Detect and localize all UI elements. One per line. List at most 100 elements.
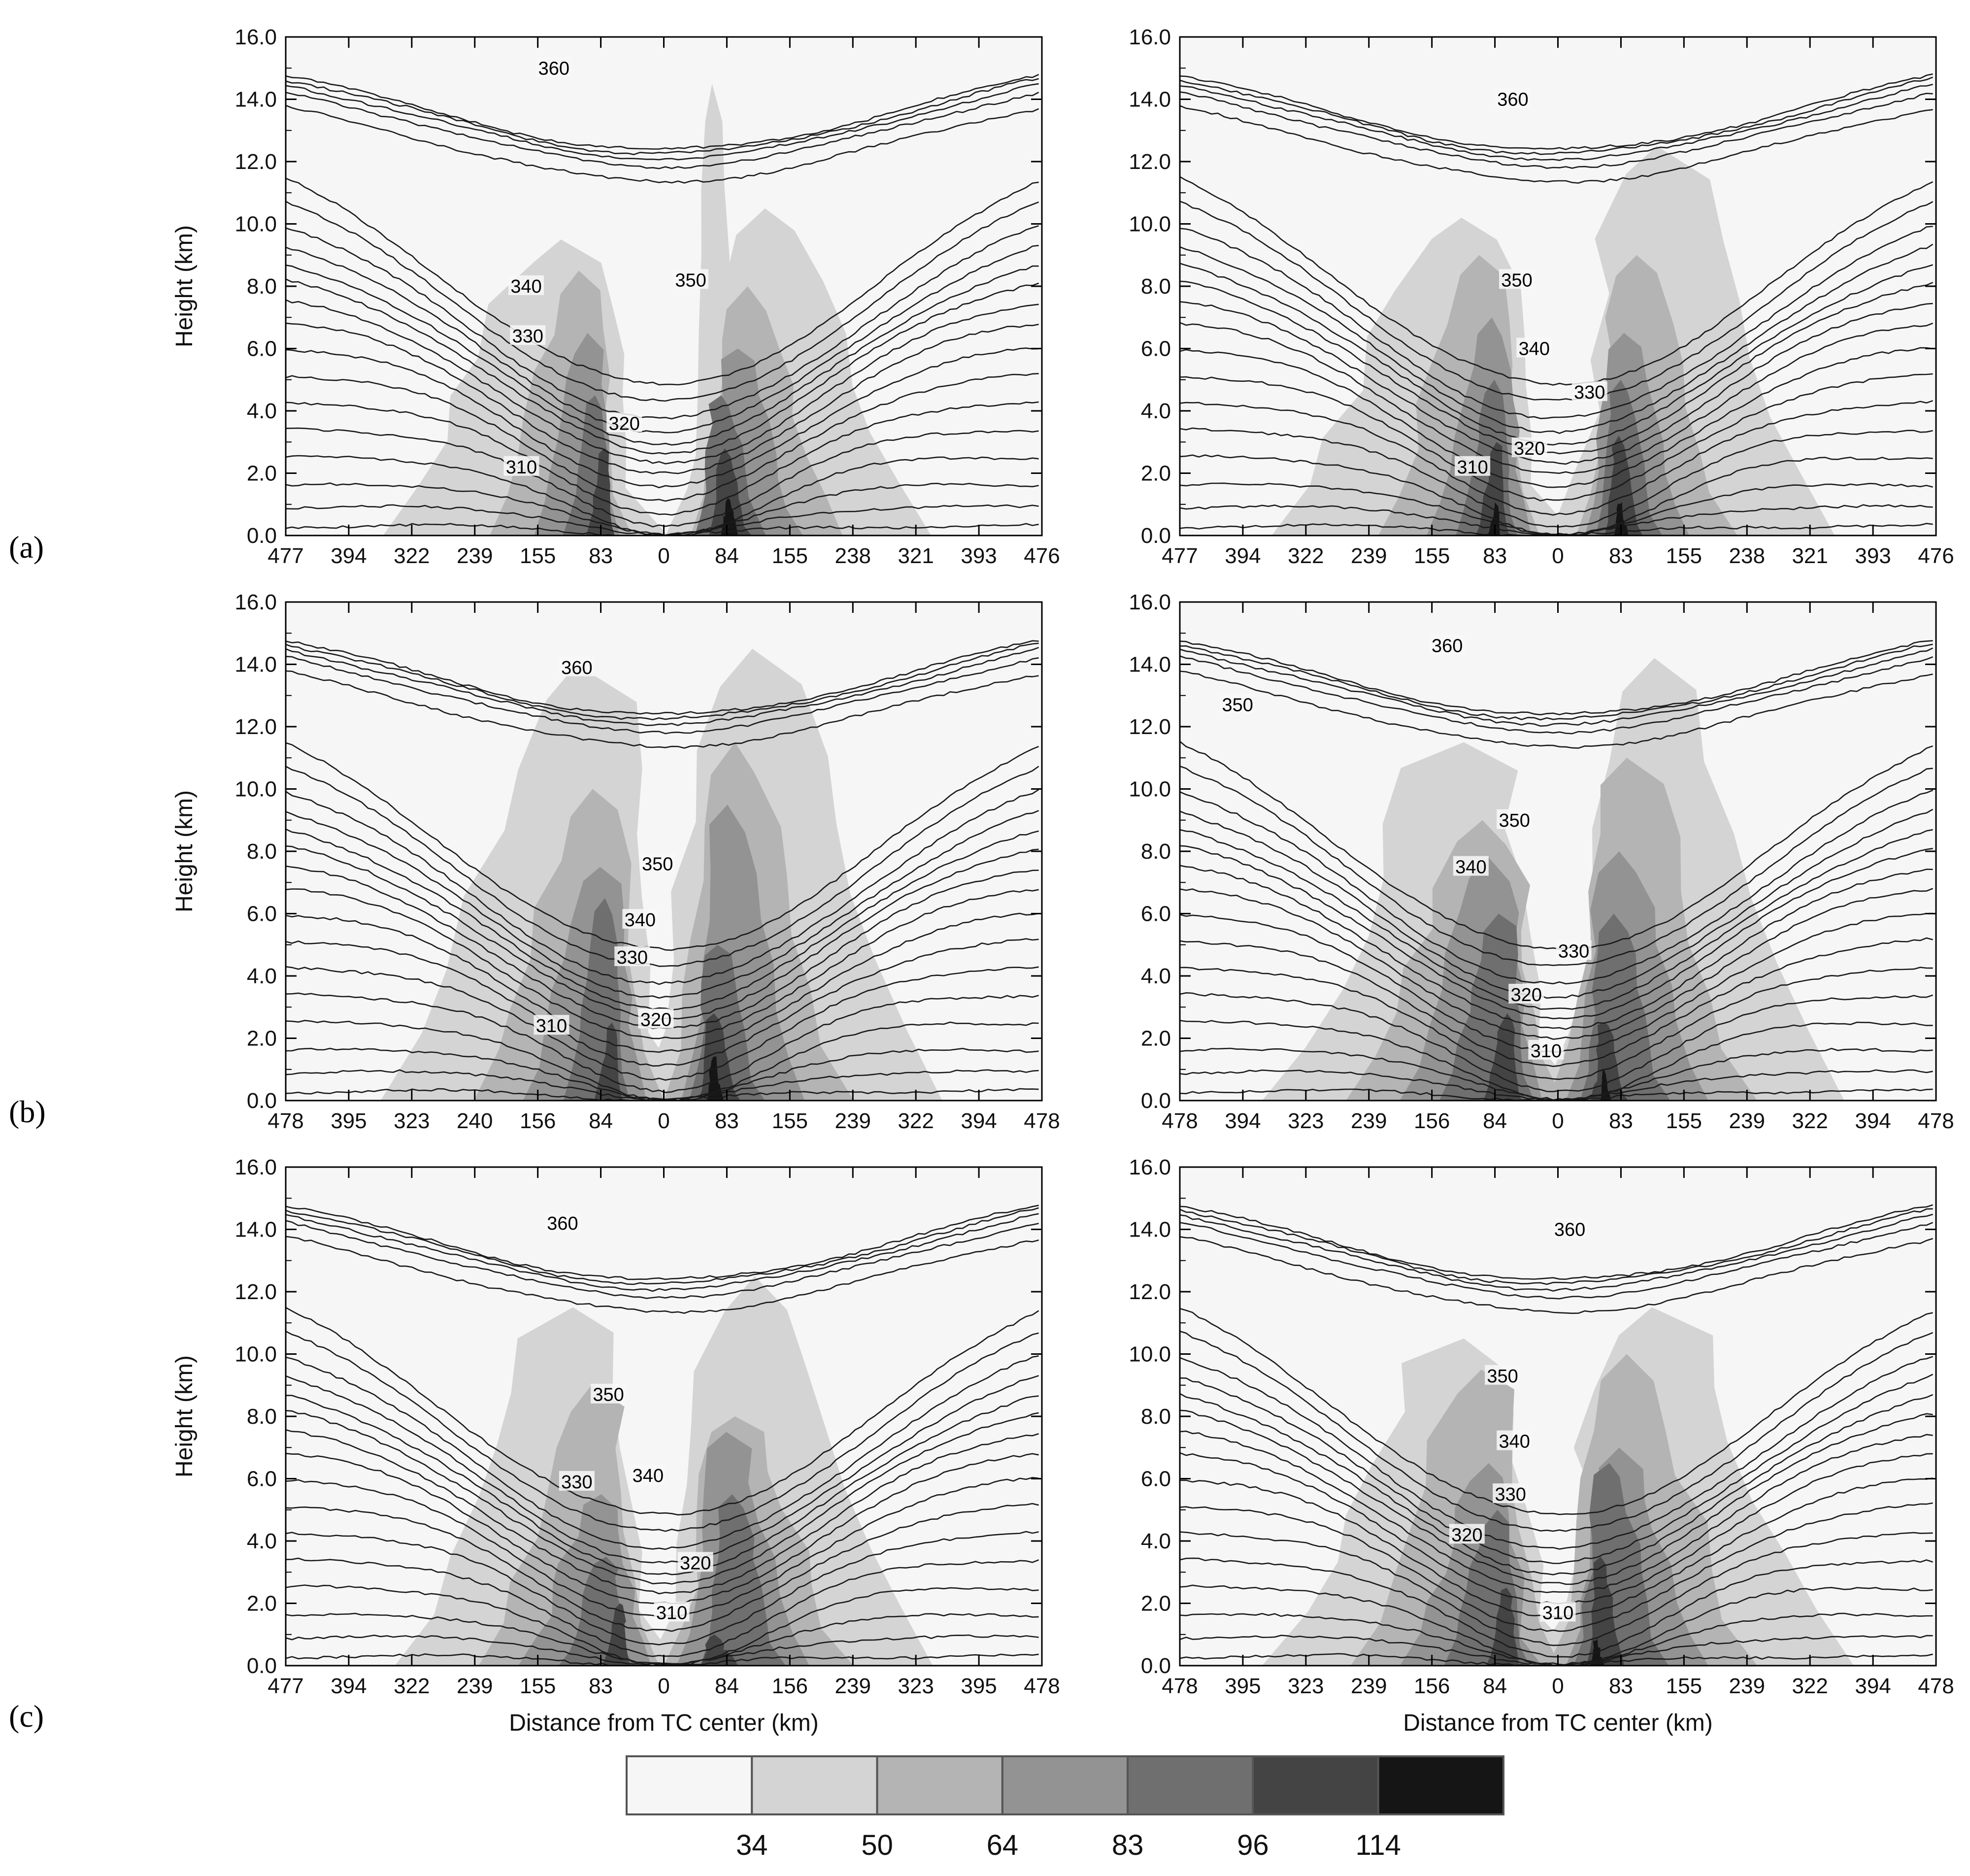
panel-1-1: 360 350 350 340 330 320 310 0.0 2.0 4.0 6.0 8.0 10.0… [1129,590,1954,1133]
theta-contour-line [286,789,1039,985]
y-tick-label: 2.0 [1141,462,1171,486]
contour-label: 360 [1432,636,1463,657]
x-tick-label: 155 [1666,544,1702,568]
theta-contour-line [1180,937,1933,1067]
theta-contour-line [286,642,1039,721]
x-tick-label: 323 [1288,1109,1324,1133]
theta-contour-line [286,670,1039,749]
theta-contour-line [1180,1331,1934,1532]
y-tick-label: 16.0 [1129,25,1171,49]
y-tick-label: 0.0 [247,1089,277,1113]
x-tick-label: 239 [1351,1674,1387,1698]
contour-label-bg [638,1008,674,1029]
contour-label-bg [639,853,675,873]
y-tick-label: 6.0 [1141,902,1171,926]
y-tick-label: 10.0 [234,777,277,802]
theta-contour-line [1180,888,1934,1040]
x-tick-label: 155 [1414,544,1450,568]
colorbar-box [1252,1755,1379,1815]
y-tick-label: 12.0 [234,1280,277,1304]
wind-shading-level-5 [594,1022,623,1101]
x-tick-label: 239 [1729,1109,1765,1133]
x-tick-label: 322 [1288,544,1324,568]
colorbar-label: 34 [736,1829,768,1861]
theta-contour-line [286,427,1039,528]
theta-contour-line [286,1612,1039,1666]
theta-contour-line [1180,201,1934,401]
x-tick-label: 477 [1162,544,1198,568]
theta-contour-line [1180,1502,1933,1632]
contour-label-bg [1556,940,1592,960]
y-tick-label: 14.0 [1129,1218,1171,1242]
theta-contours [1180,640,1934,1101]
y-tick-label: 12.0 [1129,1280,1171,1304]
contour-label: 320 [609,413,640,434]
shading-layer [1262,658,1844,1101]
y-tick-label: 6.0 [247,1467,277,1491]
x-tick-label: 395 [961,1674,997,1698]
x-tick-label: 323 [898,1674,934,1698]
contour-label-bg [1495,88,1531,108]
x-tick-label: 83 [1483,544,1507,568]
x-tick-label: 323 [1288,1674,1324,1698]
contour-label-bg [630,1465,666,1485]
contour-label-bg [534,1015,569,1035]
x-tick-label: 476 [1024,544,1060,568]
contour-label-bg [614,946,650,967]
x-axis-label: Distance from TC center (km) [1403,1710,1713,1736]
theta-contour-line [1180,91,1933,169]
theta-contour-line [286,1207,1039,1285]
contour-label: 310 [1457,457,1488,478]
theta-contour-line [1180,1222,1934,1300]
y-tick-label: 10.0 [1129,777,1171,802]
theta-contour-line [1180,322,1934,474]
y-tick-label: 8.0 [1141,1405,1171,1429]
theta-contour-line [286,1331,1039,1532]
theta-contour-line [286,347,1039,489]
x-tick-label: 395 [1225,1674,1261,1698]
theta-contour-line [286,992,1039,1093]
theta-contour-line [1180,400,1934,516]
theta-contour-line [1180,647,1934,727]
contour-label: 310 [1531,1041,1562,1062]
theta-contours [1180,73,1934,536]
x-tick-label: 239 [1729,1674,1765,1698]
theta-contour-line [286,966,1039,1081]
y-tick-label: 16.0 [1129,1155,1171,1179]
x-tick-label: 156 [1414,1674,1450,1698]
theta-contour-line [1180,347,1933,488]
theta-contour-line [286,1205,1039,1280]
wind-shading-level-5 [700,1634,738,1666]
theta-contour-line [286,201,1039,402]
y-tick-label: 4.0 [1141,1529,1171,1553]
theta-contour-line [1180,105,1933,184]
theta-contour-line [1180,967,1933,1080]
colorbar-box [1001,1755,1129,1815]
y-tick-label: 8.0 [247,839,277,864]
x-tick-label: 322 [1792,1674,1828,1698]
contour-label-bg [1499,269,1535,289]
theta-contour-line [286,888,1039,1039]
theta-contour-line [286,265,1039,446]
y-tick-label: 0.0 [1141,1654,1171,1678]
contour-label-bg [1453,856,1489,876]
x-tick-label: 394 [1225,1109,1261,1133]
y-tick-label: 0.0 [1141,524,1171,548]
x-tick-label: 394 [1855,1109,1891,1133]
panel-letter: (c) [9,1699,44,1734]
x-tick-label: 0 [1552,544,1564,568]
contour-label-bg [1485,1365,1521,1385]
theta-contour-line [1180,670,1933,749]
contour-label-bg [677,1552,713,1572]
y-tick-label: 6.0 [247,337,277,361]
contour-label-bg [1508,983,1544,1004]
y-tick-label: 2.0 [247,1027,277,1051]
y-tick-label: 2.0 [247,1592,277,1616]
theta-contour-line [286,1584,1039,1666]
x-tick-label: 394 [1225,544,1261,568]
contour-label: 330 [1495,1484,1526,1505]
x-tick-label: 478 [267,1109,303,1133]
x-tick-label: 83 [1609,1109,1633,1133]
colorbar: 34 50 64 83 96 114 [626,1755,1505,1861]
